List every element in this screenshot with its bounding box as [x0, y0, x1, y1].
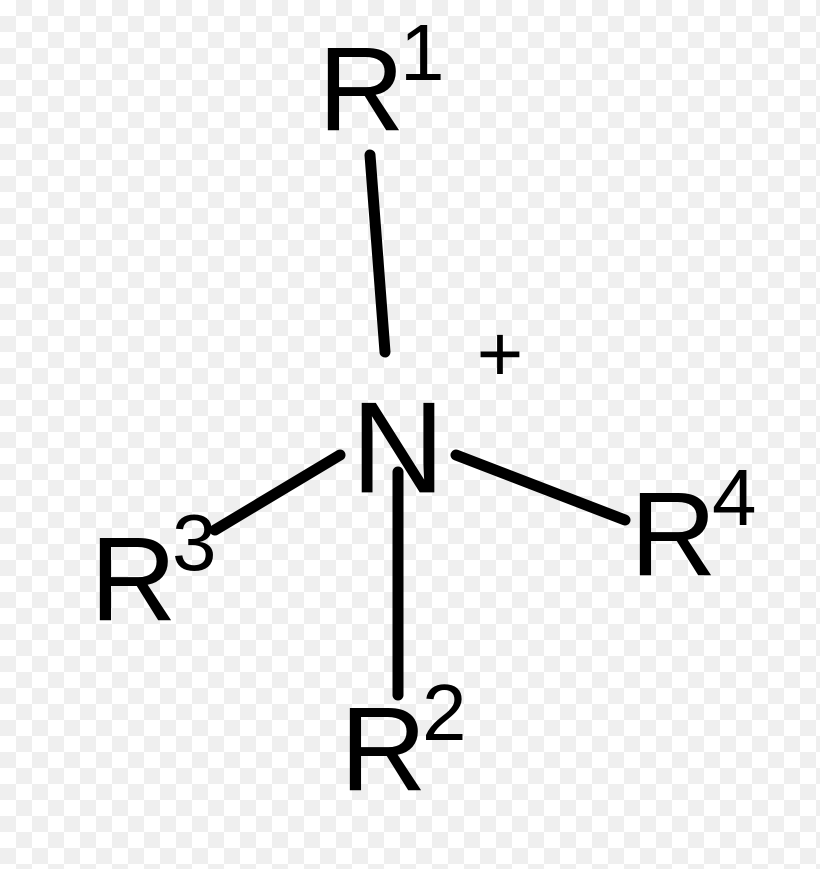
- substituent-2-superscript: 2: [422, 668, 467, 757]
- substituent-1-base: R: [318, 22, 405, 156]
- center-atom-charge: +: [477, 309, 524, 398]
- bond-1: [370, 155, 385, 352]
- bond-3: [215, 455, 340, 530]
- substituent-3-base: R: [90, 512, 177, 646]
- center-atom-label: N: [351, 374, 445, 520]
- chemical-structure-diagram: N + R1R2R3R4: [0, 0, 820, 869]
- substituent-3-superscript: 3: [172, 498, 217, 587]
- bond-4: [456, 455, 625, 520]
- substituent-4-superscript: 4: [712, 453, 757, 542]
- substituent-1-superscript: 1: [400, 8, 445, 97]
- substituent-4-base: R: [630, 467, 717, 601]
- atom-group: N +: [351, 309, 523, 520]
- substituent-2-base: R: [340, 682, 427, 816]
